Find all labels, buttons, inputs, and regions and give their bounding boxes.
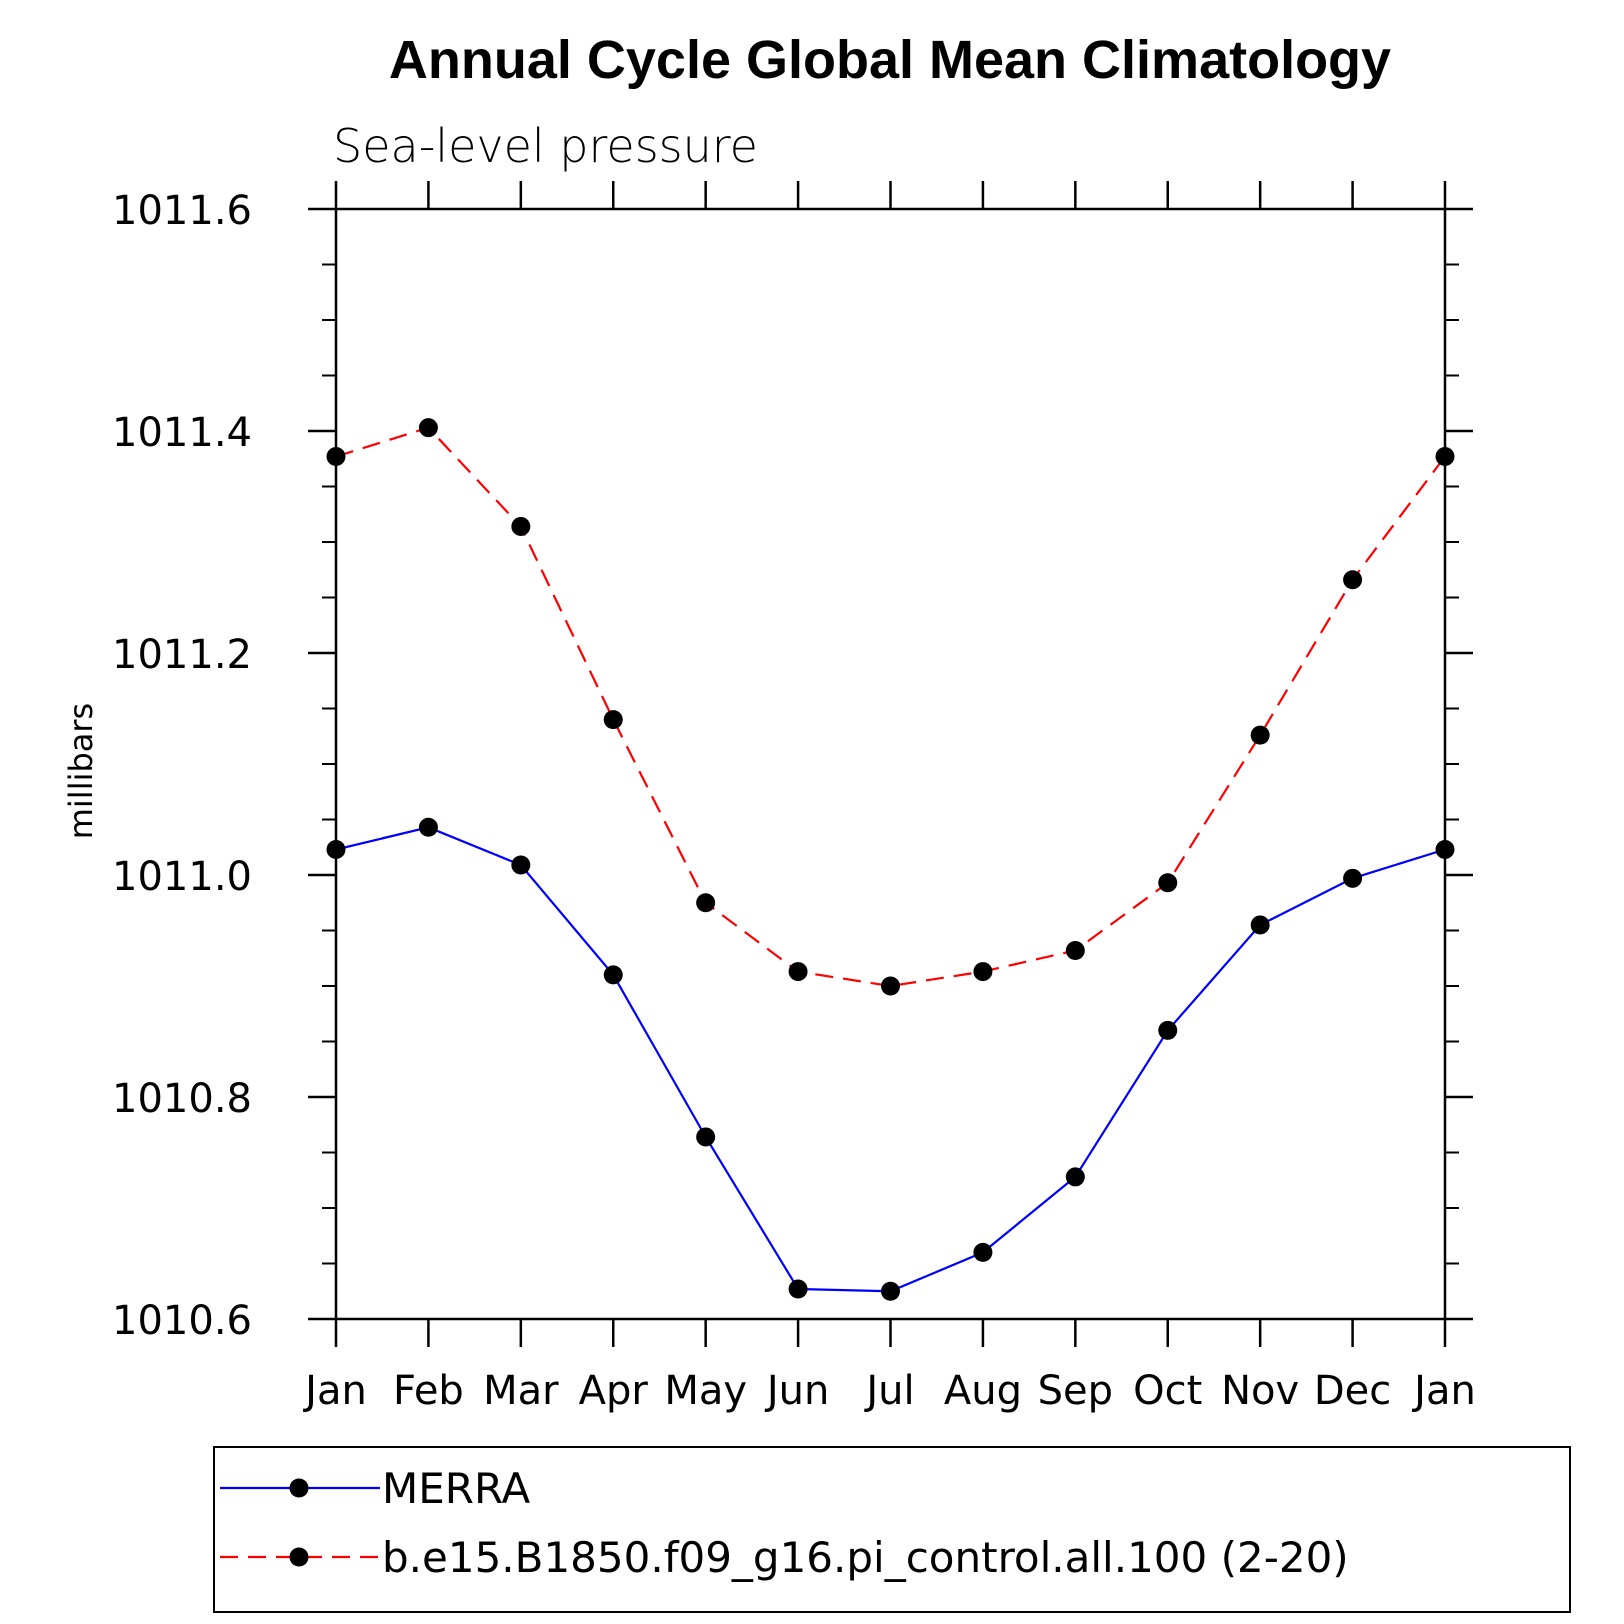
legend-marker-model [289, 1547, 309, 1567]
series-0-point [881, 1281, 900, 1301]
legend-label-model: b.e15.B1850.f09_g16.pi_control.all.100 (… [382, 1533, 1349, 1582]
x-tick-label: May [664, 1368, 747, 1414]
legend: MERRA b.e15.B1850.f09_g16.pi_control.all… [213, 1446, 1571, 1613]
x-tick-label: Oct [1133, 1368, 1202, 1414]
series-group [326, 418, 1455, 1301]
series-line-0 [335, 826, 1446, 1293]
series-1-point [1250, 725, 1270, 745]
x-tick-label: Aug [944, 1368, 1022, 1414]
legend-label-merra: MERRA [382, 1464, 530, 1513]
series-0-point [511, 855, 531, 875]
x-tick-label: Jan [302, 1368, 367, 1414]
series-0-point [603, 965, 623, 985]
series-1-point [1343, 570, 1363, 590]
legend-box [213, 1446, 1571, 1613]
series-1-point [973, 962, 993, 982]
series-0-point [1065, 1167, 1085, 1187]
y-tick-label: 1010.6 [112, 1298, 252, 1344]
x-tick-label: Mar [483, 1368, 559, 1414]
x-tick-label: Feb [393, 1368, 464, 1414]
x-tick-label: Apr [579, 1368, 649, 1414]
x-tick-label: Dec [1314, 1368, 1391, 1414]
x-tick-label: Jan [1411, 1368, 1476, 1414]
series-0-point [1250, 915, 1270, 935]
y-tick-label: 1011.0 [112, 854, 252, 900]
series-0-point [696, 1127, 716, 1147]
series-0-point [788, 1279, 808, 1299]
series-1-point [788, 962, 808, 982]
y-tick-label: 1010.8 [112, 1076, 252, 1122]
y-tick-label: 1011.4 [112, 410, 252, 456]
series-0-point [418, 817, 438, 837]
x-tick-label: Sep [1038, 1368, 1113, 1414]
legend-marker-merra [289, 1478, 309, 1498]
series-1-point [1065, 940, 1085, 960]
x-tick-label: Jul [863, 1368, 914, 1414]
x-tick-label: Nov [1221, 1368, 1299, 1414]
series-0-point [1343, 868, 1363, 888]
series-0-point [1158, 1020, 1178, 1040]
y-tick-label: 1011.6 [112, 188, 252, 234]
axis-ticks: Jan Feb Mar Apr May Jun Jul Aug Sep Oct Nov Dec Jan 1… [112, 181, 1476, 1414]
chart-title: Annual Cycle Global Mean Climatology [389, 30, 1391, 90]
x-tick-label: Jun [764, 1368, 830, 1414]
chart-subtitle: Sea-level pressure [333, 119, 758, 173]
series-line-1 [335, 426, 1446, 988]
plot-frame [334, 207, 1447, 1321]
series-0-point [973, 1242, 993, 1262]
series-1-point [603, 710, 623, 730]
y-axis-label: millibars [62, 703, 100, 839]
series-1-point [1158, 873, 1178, 893]
series-1-point [696, 893, 716, 913]
series-1-point [418, 418, 438, 438]
series-1-point [511, 516, 531, 536]
y-tick-label: 1011.2 [112, 632, 252, 678]
series-1-point [881, 976, 900, 996]
